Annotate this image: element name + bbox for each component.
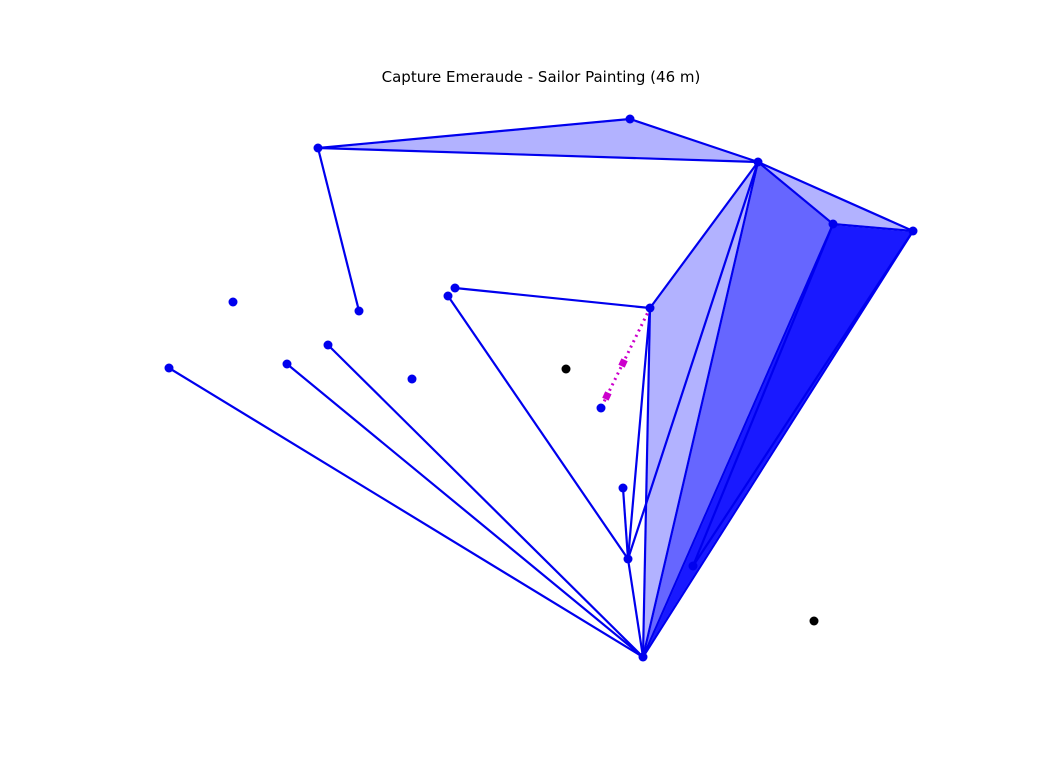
fields-layer <box>317 118 914 658</box>
portal-p11[interactable] <box>282 359 292 369</box>
link-p5-p8 <box>454 286 651 310</box>
portal-u1[interactable] <box>809 616 819 626</box>
portal-p14[interactable] <box>596 403 606 413</box>
portal-p1[interactable] <box>313 143 323 153</box>
link-p1-p2 <box>317 146 759 164</box>
portal-p12[interactable] <box>164 363 174 373</box>
link-p3-p4 <box>832 222 914 233</box>
link-p11-p18 <box>286 363 644 658</box>
chart-title: Capture Emeraude - Sailor Painting (46 m… <box>381 68 701 86</box>
link-p1-p9 <box>316 147 361 312</box>
planned-link-marker-1 <box>602 391 612 401</box>
link-p4-p18 <box>642 230 914 658</box>
link-p6-p16 <box>447 295 629 560</box>
portal-p0[interactable] <box>625 114 635 124</box>
link-p2-p3 <box>757 161 834 225</box>
portal-p2[interactable] <box>753 157 763 167</box>
portals-layer <box>164 114 918 662</box>
links-layer <box>168 117 914 658</box>
link-p15-p16 <box>621 487 630 560</box>
link-p2-p16 <box>626 161 760 560</box>
portal-p9[interactable] <box>354 306 364 316</box>
portal-p15[interactable] <box>618 483 628 493</box>
link-p8-p16 <box>626 307 652 560</box>
portal-p13[interactable] <box>407 374 417 384</box>
link-p10-p18 <box>327 344 644 658</box>
planned-link-layer <box>599 307 652 409</box>
link-p3-p18 <box>641 223 835 658</box>
portal-p7[interactable] <box>228 297 238 307</box>
link-p2-p4 <box>757 160 914 233</box>
portal-p6[interactable] <box>443 291 453 301</box>
portal-u0[interactable] <box>561 364 571 374</box>
portal-p5[interactable] <box>450 283 460 293</box>
link-p0-p2 <box>629 117 759 164</box>
link-p8-p18 <box>641 307 652 658</box>
portal-p8[interactable] <box>645 303 655 313</box>
link-p2-p18 <box>641 161 760 658</box>
portal-p3[interactable] <box>828 219 838 229</box>
portal-p17[interactable] <box>688 561 698 571</box>
link-p3-p17 <box>691 223 835 567</box>
link-p12-p18 <box>168 367 644 658</box>
planned-link-marker-0 <box>618 358 628 368</box>
link-p2-p8 <box>649 161 759 309</box>
portal-p16[interactable] <box>623 554 633 564</box>
link-p1-p0 <box>317 117 631 150</box>
portal-p10[interactable] <box>323 340 333 350</box>
portal-p18[interactable] <box>638 652 648 662</box>
link-p16-p18 <box>626 558 645 658</box>
planned-link <box>599 307 652 409</box>
portal-p4[interactable] <box>908 226 918 236</box>
